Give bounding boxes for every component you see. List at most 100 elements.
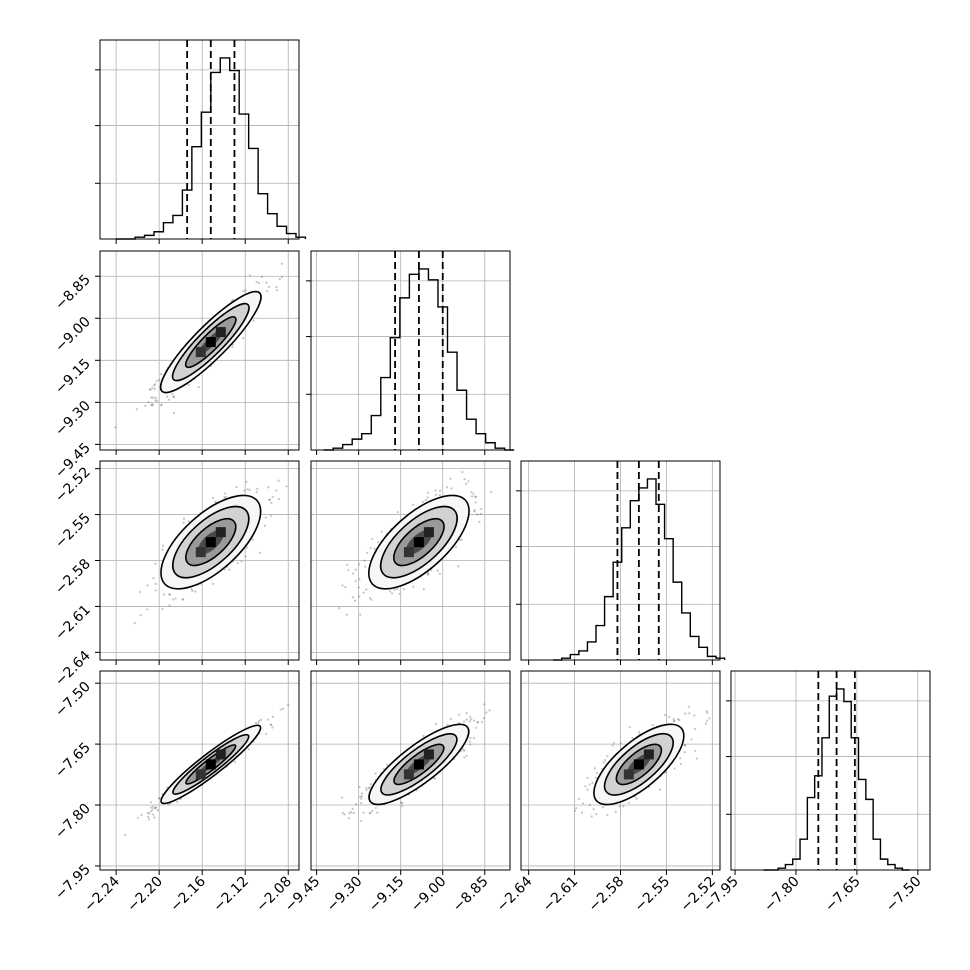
sample-point xyxy=(265,281,268,284)
sample-point xyxy=(258,281,261,285)
sample-point xyxy=(694,749,697,753)
sample-point xyxy=(693,714,696,717)
sample-point xyxy=(436,569,439,572)
sample-point xyxy=(363,559,366,562)
sample-point xyxy=(606,813,609,816)
sample-point xyxy=(679,757,682,760)
sample-point xyxy=(611,744,614,747)
sample-point xyxy=(401,805,404,808)
y-tick-label: −9.30 xyxy=(52,398,94,440)
sample-point xyxy=(138,590,142,594)
panel-2-0: −2.64−2.61−2.58−2.55−2.52 xyxy=(52,460,300,690)
sample-point xyxy=(488,709,491,712)
panel-2-2 xyxy=(516,460,726,665)
sample-point xyxy=(595,771,599,775)
y-tick-label: −2.61 xyxy=(52,602,94,644)
sample-point xyxy=(588,803,592,807)
sample-point xyxy=(140,813,143,816)
sample-point xyxy=(171,392,174,395)
sample-point xyxy=(591,781,594,785)
panel-3-0: −7.95−7.80−7.65−7.50−2.24 −2.20 −2.16 −2.12… xyxy=(52,670,300,915)
sample-point xyxy=(358,563,361,566)
sample-point xyxy=(354,568,357,571)
sample-point xyxy=(479,507,483,511)
sample-point xyxy=(368,786,371,789)
sample-point xyxy=(155,380,158,383)
sample-point xyxy=(152,813,155,816)
sample-point xyxy=(358,785,361,789)
sample-point xyxy=(365,786,368,790)
sample-point xyxy=(280,262,284,265)
y-tick-label: −2.55 xyxy=(52,510,94,552)
sample-point xyxy=(153,383,157,386)
sample-point xyxy=(247,748,250,751)
sample-point xyxy=(160,373,163,376)
sample-point xyxy=(354,580,357,583)
x-tick-label: −2.55 xyxy=(632,874,674,916)
sample-point xyxy=(174,597,177,600)
sample-point xyxy=(606,755,609,758)
sample-point xyxy=(468,720,471,723)
sample-point xyxy=(622,805,625,808)
density-layer xyxy=(133,479,288,625)
sample-point xyxy=(151,386,154,389)
sample-point xyxy=(148,388,152,391)
sample-point xyxy=(687,705,691,708)
sample-point xyxy=(586,788,589,791)
sample-point xyxy=(150,396,153,399)
sample-point xyxy=(465,712,468,715)
density-peak xyxy=(205,337,216,348)
sample-point xyxy=(357,586,360,589)
sample-point xyxy=(434,723,438,726)
sample-point xyxy=(359,613,362,616)
panel-0-0 xyxy=(95,39,307,244)
density-peak xyxy=(215,749,226,760)
sample-point xyxy=(690,738,693,741)
sample-point xyxy=(343,813,346,816)
sample-point xyxy=(162,593,165,596)
sample-point xyxy=(360,797,363,800)
sample-point xyxy=(678,719,681,722)
sample-point xyxy=(190,588,193,591)
sample-point xyxy=(150,810,153,813)
sample-point xyxy=(257,721,260,724)
y-tick-label: −7.80 xyxy=(52,801,94,843)
density-peak xyxy=(423,749,434,760)
sample-point xyxy=(472,719,476,722)
sample-point xyxy=(270,723,273,727)
panel-frame xyxy=(99,670,300,871)
panel-frame xyxy=(310,460,511,661)
sample-point xyxy=(233,760,237,763)
sample-point xyxy=(361,792,364,795)
sample-point xyxy=(154,396,157,399)
sample-point xyxy=(354,803,358,806)
density-peak xyxy=(413,537,424,548)
sample-point xyxy=(338,606,341,610)
density-peak xyxy=(643,749,654,760)
sample-point xyxy=(433,777,436,780)
panel-frame xyxy=(730,670,931,871)
panel-frame xyxy=(310,250,511,451)
sample-point xyxy=(244,289,247,292)
sample-point xyxy=(463,478,466,481)
density-layer xyxy=(124,703,290,837)
sample-point xyxy=(181,598,184,601)
sample-point xyxy=(708,717,711,720)
sample-point xyxy=(367,787,370,790)
sample-point xyxy=(580,811,584,814)
sample-point xyxy=(271,726,274,729)
sample-point xyxy=(402,588,406,591)
y-tick-label: −8.85 xyxy=(52,272,94,314)
sample-point xyxy=(469,736,472,740)
sample-point xyxy=(412,503,415,506)
sample-point xyxy=(158,797,161,800)
sample-point xyxy=(153,816,156,819)
sample-point xyxy=(224,495,227,498)
sample-point xyxy=(705,719,709,722)
density-peak xyxy=(623,769,634,780)
sample-point xyxy=(153,807,156,810)
sample-point xyxy=(365,789,368,792)
sample-point xyxy=(388,590,392,593)
sample-point xyxy=(251,538,254,541)
sample-point xyxy=(465,754,468,758)
